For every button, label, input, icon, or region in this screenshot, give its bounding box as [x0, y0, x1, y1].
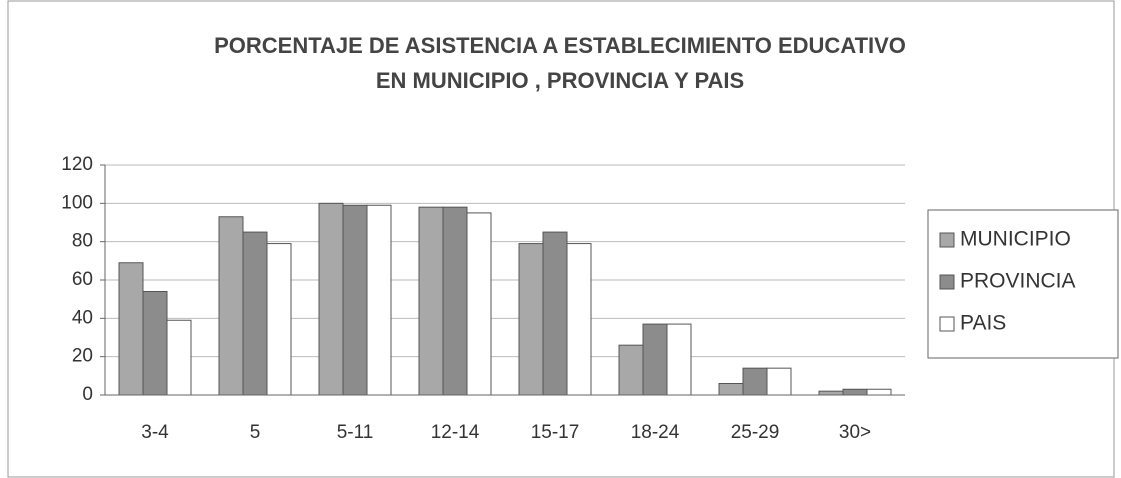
bar	[818, 390, 844, 396]
bar	[318, 202, 344, 396]
x-tick-label: 18-24	[631, 422, 680, 443]
legend-label: PROVINCIA	[960, 270, 1076, 293]
bar	[242, 231, 268, 396]
bar	[342, 204, 368, 396]
bar	[742, 367, 768, 396]
bar	[766, 367, 792, 396]
x-tick-label: 5-11	[337, 422, 374, 443]
chart-title: PORCENTAJE DE ASISTENCIA A ESTABLECIMIEN…	[214, 33, 906, 58]
y-tick-label: 120	[61, 154, 93, 175]
legend-swatch	[939, 274, 955, 290]
legend-swatch	[939, 316, 955, 332]
x-tick-label: 15-17	[531, 422, 580, 443]
bar	[218, 216, 244, 396]
bar	[618, 344, 644, 396]
bar	[842, 388, 868, 396]
bar	[142, 291, 168, 396]
x-tick-label: 30>	[839, 422, 871, 443]
y-tick-label: 0	[82, 384, 93, 405]
legend-label: PAIS	[960, 312, 1006, 335]
bar	[566, 243, 592, 396]
bar	[442, 206, 468, 396]
bar	[418, 206, 444, 396]
bar	[166, 319, 192, 396]
chart-title: EN MUNICIPIO , PROVINCIA Y PAIS	[376, 68, 744, 93]
legend-label: MUNICIPIO	[960, 228, 1071, 251]
bar	[718, 383, 744, 396]
legend-swatch	[939, 232, 955, 248]
y-tick-label: 60	[72, 269, 93, 290]
legend-box	[927, 209, 1119, 359]
x-tick-label: 12-14	[431, 422, 480, 443]
bar	[542, 231, 568, 396]
bar	[266, 243, 292, 396]
y-tick-label: 20	[72, 346, 93, 367]
bar	[466, 212, 492, 396]
x-tick-label: 25-29	[731, 422, 780, 443]
bar	[666, 323, 692, 396]
bar	[366, 204, 392, 396]
y-tick-label: 80	[72, 231, 93, 252]
bar	[118, 262, 144, 396]
x-tick-label: 5	[250, 422, 261, 443]
y-tick-label: 100	[61, 192, 93, 213]
x-tick-label: 3-4	[141, 422, 169, 443]
y-tick-label: 40	[72, 307, 93, 328]
bar	[866, 388, 892, 396]
bar	[642, 323, 668, 396]
bar	[518, 243, 544, 396]
